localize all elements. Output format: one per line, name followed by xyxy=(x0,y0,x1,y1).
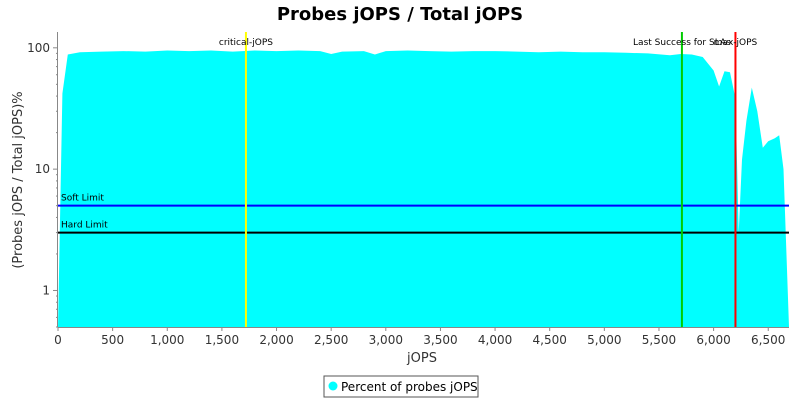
x-tick-label-4000: 4,000 xyxy=(478,333,512,347)
x-tick-label-500: 500 xyxy=(101,333,124,347)
x-axis-label: jOPS xyxy=(406,351,437,366)
hline-label-hard-limit: Hard Limit xyxy=(61,221,108,231)
legend-swatch-percent-of-probes-jops xyxy=(329,382,338,391)
y-tick-label-10: 10 xyxy=(35,162,50,176)
hline-label-soft-limit: Soft Limit xyxy=(61,194,104,204)
chart-title: Probes jOPS / Total jOPS xyxy=(277,4,523,25)
x-tick-label-0: 0 xyxy=(54,333,62,347)
y-tick-label-100: 100 xyxy=(27,41,50,55)
x-tick-label-1000: 1,000 xyxy=(150,333,184,347)
x-tick-label-1500: 1,500 xyxy=(205,333,239,347)
legend: Percent of probes jOPS xyxy=(324,376,478,397)
y-axis-label: (Probes jOPS / Total jOPS)% xyxy=(11,91,26,268)
x-tick-label-6500: 6,500 xyxy=(751,333,785,347)
x-tick-label-3500: 3,500 xyxy=(423,333,457,347)
series-area-layer xyxy=(58,51,789,328)
y-tick-label-1: 1 xyxy=(42,283,50,297)
x-tick-label-2000: 2,000 xyxy=(259,333,293,347)
x-tick-label-3000: 3,000 xyxy=(369,333,403,347)
x-tick-label-4500: 4,500 xyxy=(533,333,567,347)
x-tick-label-6000: 6,000 xyxy=(696,333,730,347)
x-tick-label-5000: 5,000 xyxy=(587,333,621,347)
vline-label-critical-jops: critical-jOPS xyxy=(219,38,273,48)
vline-label-max-jops: max-jOPS xyxy=(714,38,758,48)
x-tick-label-2500: 2,500 xyxy=(314,333,348,347)
legend-item-percent-of-probes-jops: Percent of probes jOPS xyxy=(341,380,478,394)
x-tick-label-5500: 5,500 xyxy=(642,333,676,347)
series-area-percent-of-probes-jops xyxy=(58,51,789,328)
